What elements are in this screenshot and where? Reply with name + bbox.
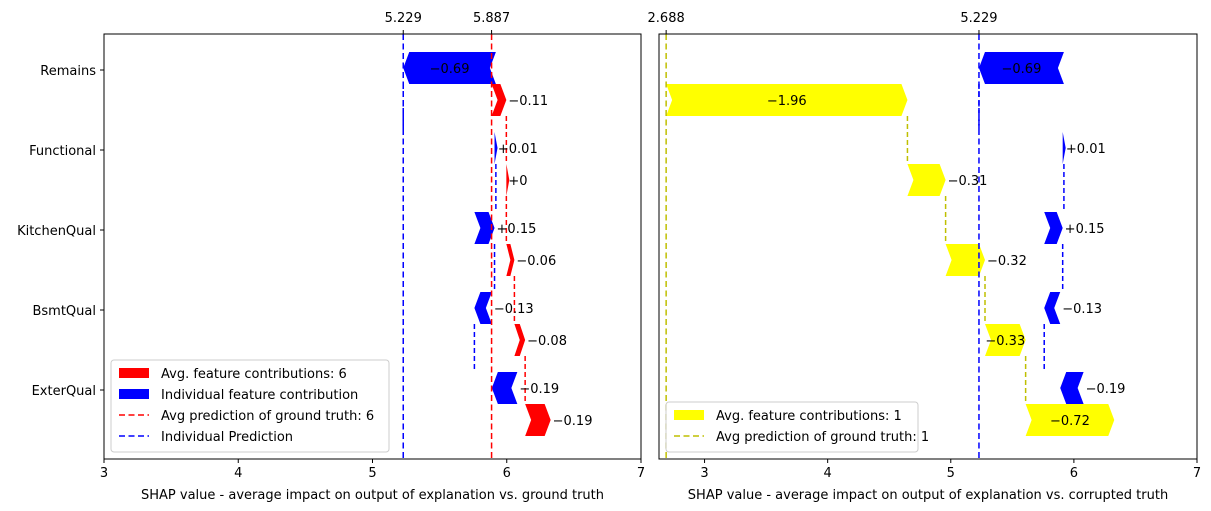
individual-bar-kitchenqual-label: +0.15 [497, 222, 537, 237]
x-tick-label-1: 4 [234, 466, 242, 481]
x-axis-title: SHAP value - average impact on output of… [141, 488, 604, 503]
x-tick-label-1: 4 [824, 466, 832, 481]
top-tick-label-0: 2.688 [648, 11, 685, 26]
x-tick-label-3: 6 [503, 466, 511, 481]
avg-bar-remains-label: −0.11 [508, 94, 548, 109]
avg-bar-functional [907, 164, 946, 196]
individual-bar-functional [1062, 132, 1066, 164]
avg-bar-bsmtqual [985, 324, 1026, 356]
individual-bar-bsmtqual-label: −0.13 [1062, 302, 1102, 317]
individual-bar-kitchenqual [474, 212, 495, 244]
individual-bar-remains-label: −0.69 [430, 62, 470, 77]
avg-bar-kitchenqual-label: −0.32 [987, 254, 1027, 269]
legend-label-1: Individual feature contribution [161, 388, 358, 403]
legend-swatch-0 [674, 410, 704, 420]
avg-bar-bsmtqual [514, 324, 526, 356]
avg-bar-kitchenqual [506, 244, 515, 276]
legend: Avg. feature contributions: 6 Individual … [110, 359, 390, 453]
top-tick-label-1: 5.229 [960, 11, 997, 26]
individual-bar-functional-label: +0.01 [498, 142, 538, 157]
x-tick-label-0: 3 [100, 466, 108, 481]
legend-swatch-0 [119, 368, 149, 378]
individual-bar-kitchenqual [1044, 212, 1063, 244]
individual-bar-functional [494, 132, 498, 164]
avg-bar-exterqual-label: −0.72 [1050, 414, 1090, 429]
avg-bar-kitchenqual-label: −0.06 [516, 254, 556, 269]
individual-bar-remains-label: −0.69 [1002, 62, 1042, 77]
y-tick-label-kitchenqual: KitchenQual [17, 224, 96, 239]
x-tick-label-2: 5 [368, 466, 376, 481]
y-tick-label-remains: Remains [40, 64, 96, 79]
individual-bar-remains [978, 52, 1064, 84]
avg-bar-functional-label: −0.31 [948, 174, 988, 189]
right-panel: −1.96 −0.31 −0.32 −0.33 −0.72 −0.69 +0.01 +0.15… [648, 11, 1202, 503]
avg-bar-bsmtqual-label: −0.08 [527, 334, 567, 349]
individual-bar-exterqual [1060, 372, 1084, 404]
individual-bar-bsmtqual [1044, 292, 1061, 324]
individual-bar-bsmtqual [474, 292, 492, 324]
avg-bar-exterqual [1025, 404, 1115, 436]
avg-bar-bsmtqual-label: −0.33 [985, 334, 1025, 349]
top-tick-label-0: 5.229 [385, 11, 422, 26]
top-tick-label-1: 5.887 [473, 11, 510, 26]
x-tick-label-0: 3 [700, 466, 708, 481]
individual-bar-functional-label: +0.01 [1066, 142, 1106, 157]
x-tick-label-3: 6 [1070, 466, 1078, 481]
avg-bar-exterqual [525, 404, 551, 436]
avg-bar-kitchenqual [945, 244, 986, 276]
legend-label-0: Avg. feature contributions: 1 [716, 409, 902, 424]
individual-bar-bsmtqual-label: −0.13 [494, 302, 534, 317]
legend-swatch-1 [119, 389, 149, 399]
legend-label-0: Avg. feature contributions: 6 [161, 367, 347, 382]
left-panel: −0.11 +0 −0.06 −0.08 −0.19 −0.69 +0.01 +0.15 −0.… [17, 11, 645, 503]
x-axis-title: SHAP value - average impact on output of… [688, 488, 1168, 503]
x-tick-label-4: 7 [1193, 466, 1201, 481]
y-tick-label-functional: Functional [29, 144, 96, 159]
avg-bar-remains [491, 84, 507, 116]
individual-bar-kitchenqual-label: +0.15 [1065, 222, 1105, 237]
y-tick-label-exterqual: ExterQual [32, 384, 96, 399]
individual-bar-exterqual [491, 372, 518, 404]
legend-label-1: Avg prediction of ground truth: 1 [716, 430, 929, 445]
legend-label-2: Avg prediction of ground truth: 6 [161, 409, 374, 424]
legend-box [665, 401, 919, 453]
legend-label-3: Individual Prediction [161, 430, 293, 445]
legend-box [110, 359, 390, 453]
x-tick-label-4: 7 [637, 466, 645, 481]
individual-bar-remains [403, 52, 496, 84]
avg-bar-functional-label: +0 [508, 174, 527, 189]
avg-bar-exterqual-label: −0.19 [553, 414, 593, 429]
avg-bar-functional [506, 164, 510, 196]
legend: Avg. feature contributions: 1 Avg predict… [665, 401, 929, 453]
plot-frame [658, 33, 1198, 460]
avg-bar-remains-label: −1.96 [767, 94, 807, 109]
individual-bar-exterqual-label: −0.19 [519, 382, 559, 397]
y-tick-label-bsmtqual: BsmtQual [32, 304, 96, 319]
avg-bar-remains [666, 84, 908, 116]
individual-bar-exterqual-label: −0.19 [1086, 382, 1126, 397]
x-tick-label-2: 5 [947, 466, 955, 481]
